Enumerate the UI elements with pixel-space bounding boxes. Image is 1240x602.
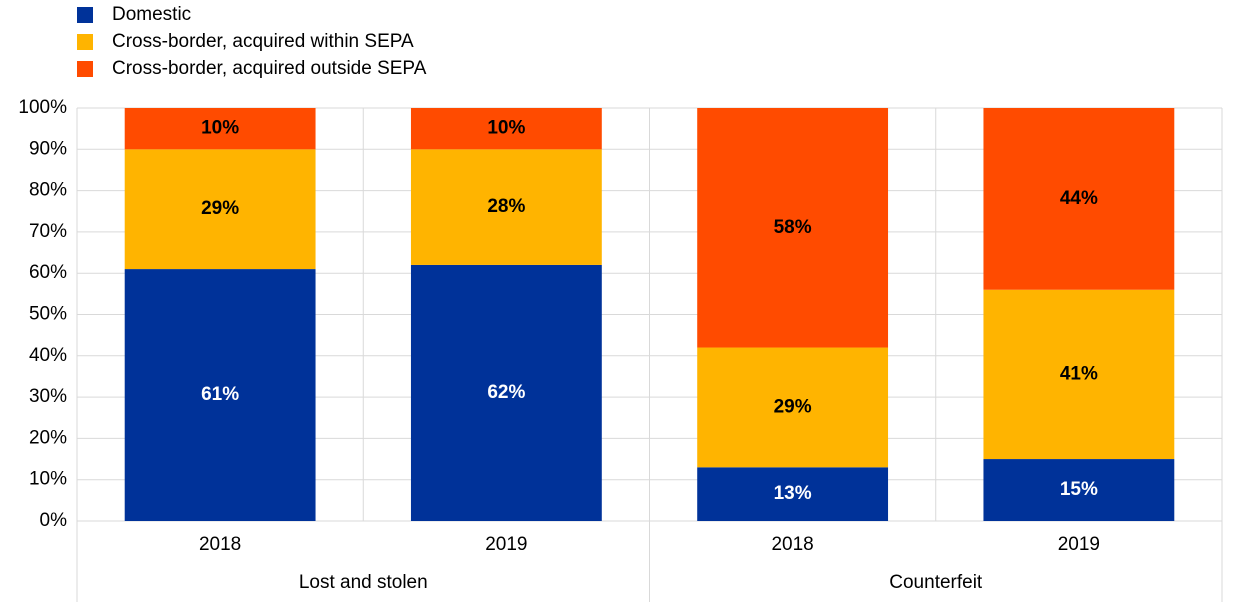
- bar-segment: [410, 264, 602, 521]
- data-label: 41%: [1060, 363, 1098, 384]
- x-tick-label: 2019: [1058, 534, 1100, 555]
- bar-segment: [124, 149, 316, 270]
- bar-segment: [983, 108, 1175, 290]
- y-tick-label: 30%: [29, 386, 67, 407]
- bar-segment: [124, 269, 316, 521]
- y-tick-label: 50%: [29, 304, 67, 325]
- data-label: 29%: [201, 198, 239, 219]
- legend-label: Cross-border, acquired outside SEPA: [112, 58, 427, 79]
- data-label: 44%: [1060, 188, 1098, 209]
- bar-segment: [983, 459, 1175, 521]
- legend-swatch: [77, 7, 93, 23]
- data-label: 28%: [487, 196, 525, 217]
- data-label: 58%: [774, 217, 812, 238]
- y-tick-label: 40%: [29, 345, 67, 366]
- bar-segment: [697, 347, 889, 468]
- y-tick-label: 20%: [29, 427, 67, 448]
- y-tick-label: 70%: [29, 221, 67, 242]
- data-label: 62%: [487, 382, 525, 403]
- data-label: 15%: [1060, 479, 1098, 500]
- data-label: 61%: [201, 384, 239, 405]
- legend-swatch: [77, 61, 93, 77]
- data-label: 29%: [774, 396, 812, 417]
- bar-segment: [410, 108, 602, 150]
- group-label: Counterfeit: [889, 572, 983, 593]
- legend-label: Domestic: [112, 4, 191, 25]
- y-tick-label: 60%: [29, 262, 67, 283]
- x-tick-label: 2018: [199, 534, 241, 555]
- data-label: 13%: [774, 483, 812, 504]
- data-label: 10%: [487, 118, 525, 139]
- x-tick-label: 2018: [771, 534, 813, 555]
- bar-segment: [124, 108, 316, 150]
- y-tick-label: 90%: [29, 138, 67, 159]
- legend-swatch: [77, 34, 93, 50]
- legend-label: Cross-border, acquired within SEPA: [112, 31, 414, 52]
- y-tick-label: 0%: [40, 510, 68, 531]
- group-label: Lost and stolen: [299, 572, 428, 593]
- bar-segment: [697, 467, 889, 521]
- x-tick-label: 2019: [485, 534, 527, 555]
- y-tick-label: 100%: [18, 97, 67, 118]
- data-label: 10%: [201, 118, 239, 139]
- y-tick-label: 80%: [29, 180, 67, 201]
- bar-segment: [697, 108, 889, 348]
- bar-segment: [410, 149, 602, 265]
- y-tick-label: 10%: [29, 469, 67, 490]
- bar-segment: [983, 289, 1175, 460]
